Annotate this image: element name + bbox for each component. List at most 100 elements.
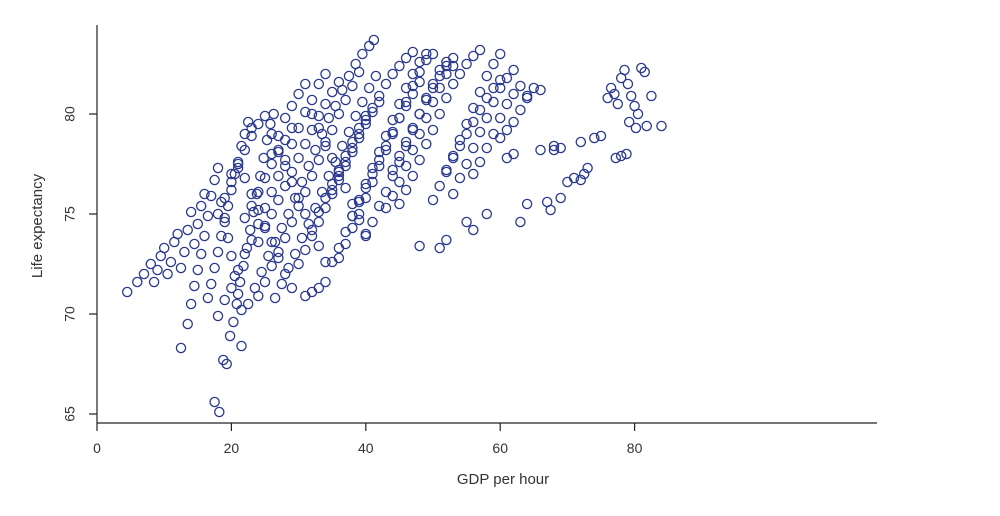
data-point bbox=[266, 128, 277, 140]
data-point bbox=[333, 170, 345, 182]
data-point bbox=[501, 124, 513, 136]
x-tick-label: 60 bbox=[492, 440, 508, 456]
data-point bbox=[407, 88, 419, 100]
data-point bbox=[326, 178, 338, 190]
data-point bbox=[407, 144, 419, 156]
data-point bbox=[320, 202, 331, 214]
data-point bbox=[266, 158, 277, 170]
data-point bbox=[367, 102, 378, 114]
data-point bbox=[259, 110, 271, 122]
data-point bbox=[340, 94, 351, 106]
data-point bbox=[246, 200, 257, 212]
data-point bbox=[394, 150, 405, 162]
data-point bbox=[545, 204, 556, 216]
data-point bbox=[447, 152, 459, 164]
data-point bbox=[259, 222, 271, 234]
data-point bbox=[414, 66, 425, 78]
data-point bbox=[441, 60, 452, 72]
data-point bbox=[326, 184, 338, 196]
data-point bbox=[212, 246, 224, 258]
data-point bbox=[279, 180, 291, 192]
data-point bbox=[414, 76, 425, 88]
data-point bbox=[515, 104, 526, 116]
data-point bbox=[246, 188, 257, 200]
data-point bbox=[434, 82, 445, 94]
data-point bbox=[248, 206, 259, 218]
data-point bbox=[387, 126, 398, 138]
data-point bbox=[646, 90, 657, 102]
data-point bbox=[494, 48, 506, 60]
data-point bbox=[219, 192, 230, 204]
data-point bbox=[300, 138, 311, 150]
data-point bbox=[427, 124, 439, 136]
data-point bbox=[279, 160, 291, 172]
data-point bbox=[521, 92, 533, 104]
axes bbox=[96, 25, 877, 424]
data-point bbox=[468, 168, 479, 180]
data-point bbox=[226, 176, 237, 188]
data-point bbox=[224, 330, 236, 342]
data-point bbox=[132, 276, 143, 288]
data-point bbox=[360, 178, 372, 190]
data-point bbox=[474, 86, 486, 98]
data-point bbox=[347, 80, 358, 92]
data-point bbox=[239, 172, 251, 184]
data-point bbox=[357, 48, 368, 60]
data-point bbox=[320, 256, 331, 268]
data-point bbox=[488, 58, 499, 70]
data-point bbox=[441, 234, 452, 246]
data-point bbox=[394, 60, 405, 72]
data-point bbox=[313, 216, 325, 228]
data-point bbox=[474, 126, 486, 138]
data-point bbox=[246, 130, 257, 142]
data-point bbox=[253, 186, 264, 198]
data-point bbox=[353, 196, 365, 208]
y-tick-label: 80 bbox=[62, 106, 78, 122]
data-point bbox=[236, 340, 247, 352]
data-point bbox=[306, 286, 318, 298]
data-point bbox=[244, 224, 256, 236]
data-point bbox=[535, 144, 546, 156]
data-point bbox=[521, 198, 533, 210]
data-point bbox=[242, 298, 254, 310]
data-point bbox=[256, 266, 267, 278]
data-point bbox=[427, 194, 439, 206]
data-point bbox=[266, 260, 277, 272]
data-point bbox=[630, 122, 642, 134]
data-point bbox=[602, 92, 613, 104]
data-point bbox=[407, 46, 419, 58]
data-point bbox=[447, 78, 459, 90]
data-point bbox=[226, 168, 237, 180]
data-point bbox=[241, 242, 253, 254]
data-point bbox=[219, 216, 230, 228]
data-point bbox=[639, 66, 650, 78]
data-point bbox=[494, 132, 506, 144]
data-point bbox=[228, 316, 239, 328]
data-point bbox=[380, 78, 392, 90]
data-point bbox=[333, 252, 345, 264]
x-tick-label: 0 bbox=[93, 440, 101, 456]
data-point bbox=[353, 122, 365, 134]
data-point bbox=[447, 60, 459, 72]
data-point bbox=[380, 186, 392, 198]
data-point bbox=[515, 80, 526, 92]
data-point bbox=[226, 282, 237, 294]
y-tick-label: 70 bbox=[62, 306, 78, 322]
data-point bbox=[175, 262, 187, 274]
data-point bbox=[632, 108, 644, 120]
data-point bbox=[427, 96, 439, 108]
data-point bbox=[300, 78, 311, 90]
data-point bbox=[353, 208, 365, 220]
data-point bbox=[313, 282, 325, 294]
data-point bbox=[175, 342, 187, 354]
data-point bbox=[205, 190, 217, 202]
data-point bbox=[621, 148, 632, 160]
data-point bbox=[145, 258, 157, 270]
data-point bbox=[619, 64, 630, 76]
data-point bbox=[380, 144, 392, 156]
data-point bbox=[212, 208, 224, 220]
data-point bbox=[461, 216, 472, 228]
data-point bbox=[255, 170, 266, 182]
data-point bbox=[454, 172, 466, 184]
data-point bbox=[353, 128, 365, 140]
